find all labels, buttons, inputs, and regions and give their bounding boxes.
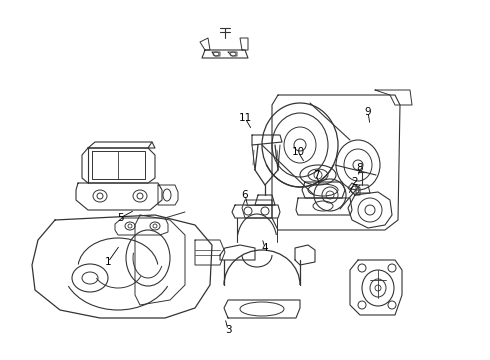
Text: 8: 8 [357,163,363,173]
Text: 9: 9 [365,107,371,117]
Text: 2: 2 [352,177,358,187]
Text: 3: 3 [225,325,231,335]
Text: 5: 5 [117,213,123,223]
Text: 4: 4 [262,243,269,253]
Text: 1: 1 [105,257,111,267]
Text: 11: 11 [238,113,252,123]
Text: 10: 10 [292,147,305,157]
Text: 7: 7 [313,170,319,180]
Text: 6: 6 [242,190,248,200]
